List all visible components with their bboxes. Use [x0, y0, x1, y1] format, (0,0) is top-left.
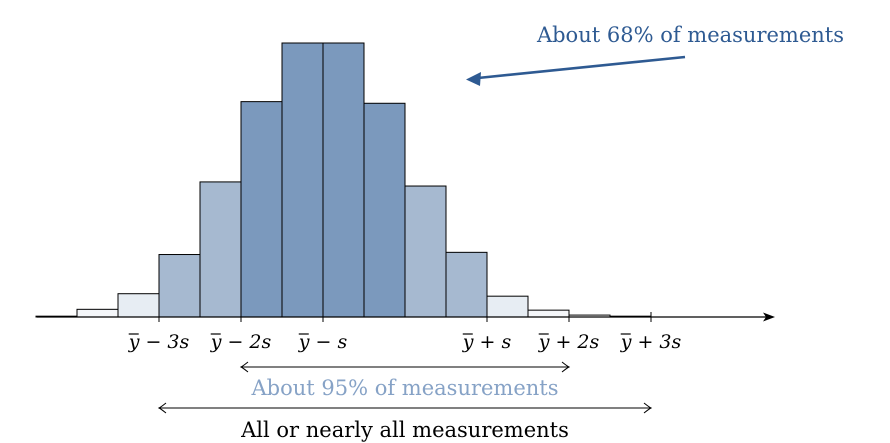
annotation-all-label: All or nearly all measurements: [240, 418, 569, 442]
x-tick-label: y − s: [298, 331, 348, 353]
histogram-bar: [445, 251, 488, 318]
histogram-bar: [281, 42, 324, 318]
histogram-bar: [363, 102, 406, 318]
bars-group: [35, 42, 652, 318]
histogram-bar: [322, 42, 365, 318]
x-tick-label: y − 2s: [210, 331, 272, 353]
annotation-all-left-arrowhead: [157, 402, 167, 414]
annotation-68-arrowhead: [466, 72, 481, 86]
histogram-bar: [404, 185, 447, 318]
tick-labels-group: y − 3s y − 2s y − s y + s y + 2s y + 3s: [128, 312, 682, 353]
x-tick-label: y + s: [462, 331, 512, 353]
annotation-68-label: About 68% of measurements: [536, 23, 844, 47]
histogram-bar: [527, 309, 570, 318]
x-tick-label: y − 3s: [128, 331, 190, 353]
annotation-all: All or nearly all measurements: [157, 402, 653, 442]
annotation-68-arrow-shaft: [477, 55, 686, 80]
histogram-bar: [199, 181, 242, 318]
histogram-bar: [158, 254, 201, 318]
annotation-95-label: About 95% of measurements: [250, 376, 558, 400]
annotation-all-right-arrowhead: [643, 402, 653, 414]
annotation-95-left-arrowhead: [239, 361, 249, 373]
annotation-95: About 95% of measurements: [239, 361, 571, 400]
histogram-bar: [240, 101, 283, 318]
histogram-bar: [76, 308, 119, 318]
histogram-bar: [486, 295, 529, 318]
x-tick-label: y + 3s: [620, 331, 682, 353]
annotation-68: About 68% of measurements: [466, 23, 844, 86]
x-tick-label: y + 2s: [538, 331, 600, 353]
x-axis-arrowhead: [763, 312, 775, 322]
annotation-95-right-arrowhead: [561, 361, 571, 373]
histogram-bar: [117, 293, 160, 318]
